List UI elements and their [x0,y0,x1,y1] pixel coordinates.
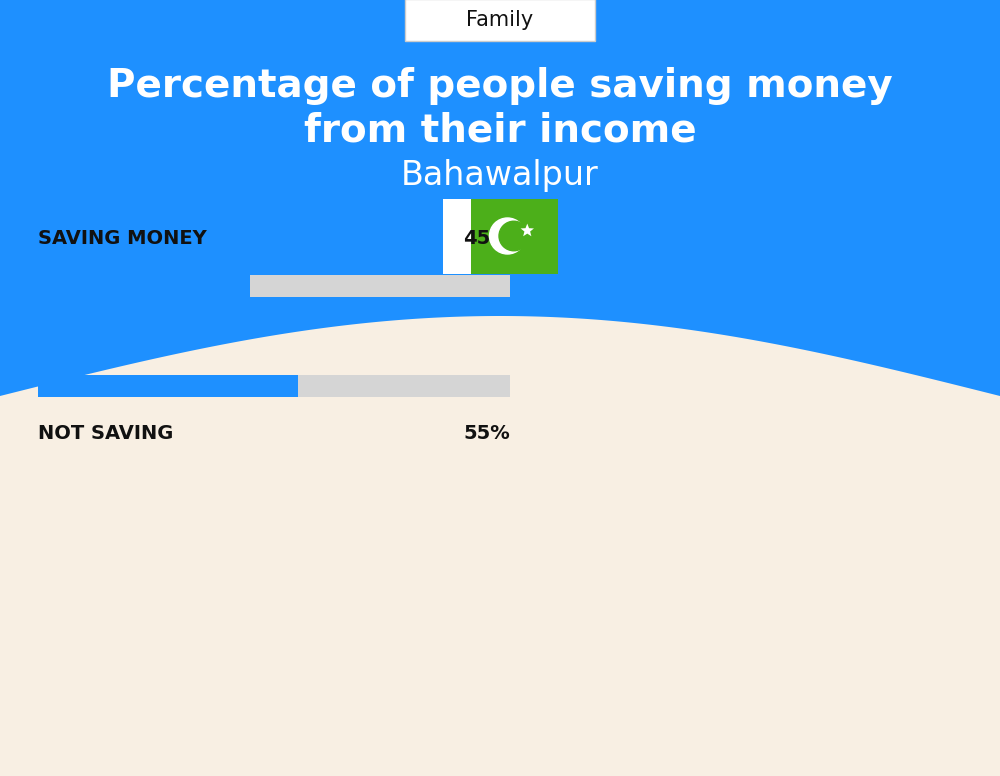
FancyBboxPatch shape [405,0,595,41]
Text: Bahawalpur: Bahawalpur [401,160,599,192]
Bar [38,375,510,397]
Text: SAVING MONEY: SAVING MONEY [38,229,207,248]
Polygon shape [521,223,534,236]
Text: Percentage of people saving money: Percentage of people saving money [107,67,893,105]
Circle shape [499,221,529,251]
Text: 45%: 45% [463,229,510,248]
Bar [38,275,510,297]
Text: NOT SAVING: NOT SAVING [38,424,173,443]
Text: 55%: 55% [463,424,510,443]
Text: from their income: from their income [304,112,696,150]
Circle shape [489,218,525,254]
Bar [442,199,471,273]
Text: Family: Family [466,10,534,30]
Bar [471,199,558,273]
Bar [38,275,250,297]
Polygon shape [0,0,1000,396]
Bar [38,375,298,397]
